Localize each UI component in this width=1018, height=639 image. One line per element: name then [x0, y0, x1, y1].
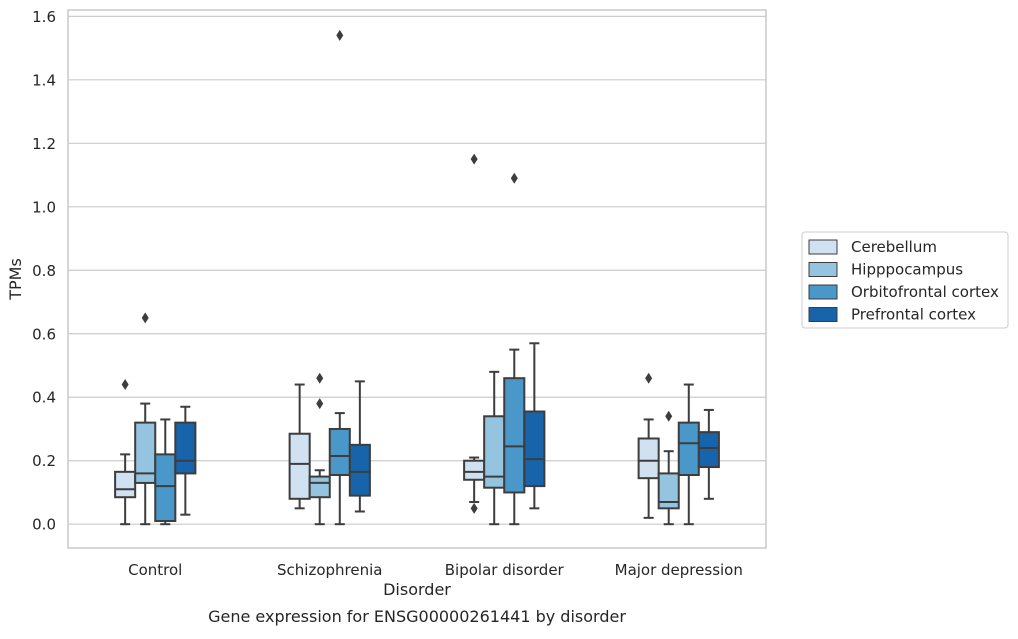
box-prefrontal-cortex	[348, 380, 371, 513]
box-iqr	[308, 475, 331, 499]
y-tick-label: 0.6	[32, 325, 56, 343]
x-tick-label: Bipolar disorder	[445, 561, 565, 579]
box-prefrontal-cortex	[697, 408, 720, 500]
box-cerebellum	[463, 153, 486, 514]
y-axis-label: TPMs	[6, 258, 25, 301]
box-hipppocampus	[308, 372, 331, 526]
outlier-point	[121, 379, 129, 391]
outlier-point	[316, 398, 324, 410]
box-orbitofrontal-cortex	[154, 418, 177, 526]
box-prefrontal-cortex	[174, 405, 197, 516]
x-tick-label: Major depression	[615, 561, 743, 579]
outlier-point	[665, 410, 673, 422]
box-cerebellum	[288, 383, 311, 510]
y-tick-label: 0.2	[32, 452, 56, 470]
y-tick-label: 1.6	[32, 8, 56, 26]
box-iqr	[288, 432, 311, 500]
box-orbitofrontal-cortex	[677, 383, 700, 526]
outlier-point	[510, 172, 518, 184]
box-iqr	[134, 421, 157, 484]
y-tick-label: 1.4	[32, 71, 56, 89]
legend-swatch	[808, 239, 838, 255]
grid-layer	[68, 15, 766, 525]
legend-label: Cerebellum	[851, 238, 937, 256]
x-tick-label: Control	[128, 561, 182, 579]
box-hipppocampus	[483, 370, 506, 526]
x-tick-labels: Control Schizophrenia Bipolar disorder Majo…	[128, 561, 743, 579]
box-iqr	[523, 410, 546, 488]
outlier-point	[316, 372, 324, 384]
legend-frame	[801, 231, 1009, 329]
box-orbitofrontal-cortex	[328, 29, 351, 526]
outlier-point	[470, 153, 478, 165]
plot-frame	[67, 9, 767, 549]
box-iqr	[657, 472, 680, 510]
legend-label: Hipppocampus	[851, 261, 963, 279]
x-tick-label: Schizophrenia	[277, 561, 382, 579]
outlier-point	[336, 29, 344, 41]
box-iqr	[114, 470, 137, 499]
y-tick-label: 0.4	[32, 389, 56, 407]
box-prefrontal-cortex	[523, 342, 546, 510]
box-iqr	[677, 421, 700, 476]
box-iqr	[174, 421, 197, 475]
box-iqr	[697, 431, 720, 469]
y-tick-label: 1.2	[32, 135, 56, 153]
box-hipppocampus	[134, 312, 157, 526]
x-axis-label: Disorder	[383, 580, 451, 599]
y-tick-label: 1.0	[32, 198, 56, 216]
box-cerebellum	[114, 379, 137, 526]
box-hipppocampus	[657, 410, 680, 526]
box-cerebellum	[637, 372, 660, 519]
box-iqr	[463, 459, 486, 481]
y-tick-label: 0.0	[32, 516, 56, 534]
chart-caption: Gene expression for ENSG00000261441 by d…	[208, 607, 626, 626]
legend-swatch	[808, 307, 838, 322]
box-iqr	[328, 427, 351, 476]
legend-label: Orbitofrontal cortex	[851, 283, 999, 301]
box-layer	[114, 29, 720, 526]
legend-label: Prefrontal cortex	[851, 306, 976, 324]
legend-swatch	[808, 262, 838, 277]
legend-swatch	[808, 284, 838, 300]
outlier-point	[141, 312, 149, 324]
outlier-point	[645, 372, 653, 384]
y-tick-label: 0.8	[32, 262, 56, 280]
box-iqr	[154, 453, 177, 523]
box-iqr	[503, 377, 526, 494]
box-iqr	[348, 443, 371, 497]
legend: Cerebellum Hipppocampus Orbitofrontal cort…	[801, 231, 1009, 329]
outlier-point	[470, 502, 478, 514]
box-orbitofrontal-cortex	[503, 172, 526, 526]
box-iqr	[637, 437, 660, 480]
y-tick-labels: 0.0 0.2 0.4 0.6 0.8 1.0 1.2 1.4 1.6	[32, 8, 56, 534]
